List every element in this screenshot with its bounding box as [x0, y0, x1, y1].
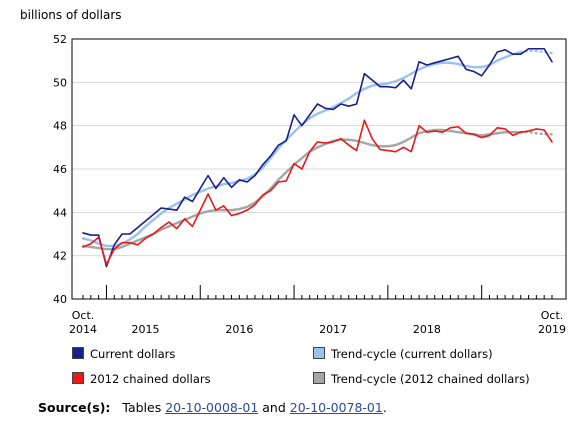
legend-item-trend-current: Trend-cycle (current dollars): [313, 346, 493, 362]
legend: Current dollars Trend-cycle (current dol…: [0, 340, 580, 396]
source-link-table-2[interactable]: 20-10-0078-01: [289, 400, 383, 415]
series-line: [82, 119, 553, 266]
legend-swatch: [313, 372, 325, 384]
legend-swatch: [72, 347, 84, 359]
x-tick-label: Oct.: [541, 309, 564, 322]
y-tick-label: 48: [53, 120, 67, 133]
series-layer: [81, 47, 554, 268]
source-note: Source(s): Tables 20-10-0008-01 and 20-1…: [38, 400, 387, 415]
source-suffix: .: [382, 400, 387, 415]
y-tick-label: 50: [53, 76, 67, 89]
plot-frame: [71, 38, 567, 300]
series-line: [81, 128, 522, 251]
legend-label: 2012 chained dollars: [90, 372, 211, 386]
source-label: Source(s):: [38, 400, 111, 415]
legend-item-chained-dollars: 2012 chained dollars: [72, 371, 211, 387]
y-tick-label: 44: [53, 206, 67, 219]
series-line: [82, 47, 553, 268]
grid: [72, 81, 566, 257]
source-middle: and: [262, 400, 286, 415]
x-tick-label: 2015: [132, 323, 160, 336]
legend-label: Current dollars: [90, 347, 176, 361]
legend-item-current-dollars: Current dollars: [72, 346, 175, 362]
y-axis-ticks: 40 42 44 46 48 50 52: [53, 33, 67, 306]
y-tick-label: 40: [53, 293, 67, 306]
y-tick-label: 52: [53, 33, 67, 46]
x-tick-label: Oct.: [72, 309, 95, 322]
legend-label: Trend-cycle (current dollars): [331, 347, 493, 361]
y-tick-label: 46: [53, 163, 67, 176]
y-axis-unit-label: billions of dollars: [20, 8, 122, 22]
legend-label: Trend-cycle (2012 chained dollars): [331, 372, 530, 386]
x-tick-label: 2018: [413, 323, 441, 336]
source-link-table-1[interactable]: 20-10-0008-01: [165, 400, 259, 415]
legend-swatch: [72, 372, 84, 384]
legend-swatch: [313, 347, 325, 359]
source-prefix: Tables: [122, 400, 162, 415]
x-tick-label: 2014: [69, 323, 97, 336]
x-tick-label: 2019: [538, 323, 566, 336]
legend-item-trend-chained: Trend-cycle (2012 chained dollars): [313, 371, 530, 387]
series-line: [81, 50, 522, 248]
x-tick-label: 2016: [225, 323, 253, 336]
x-tick-label: 2017: [319, 323, 347, 336]
y-tick-label: 42: [53, 250, 67, 263]
